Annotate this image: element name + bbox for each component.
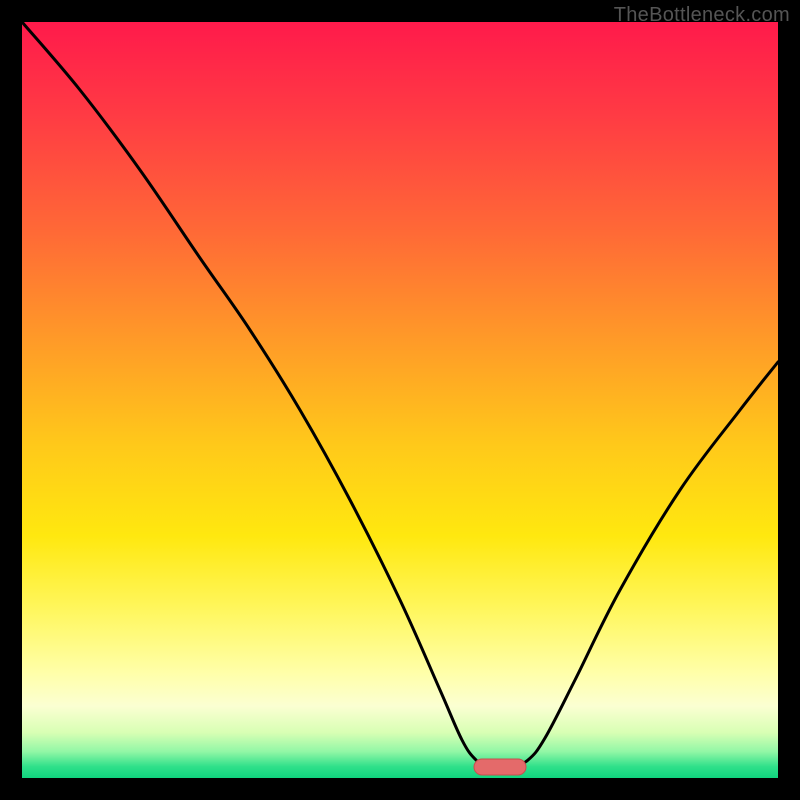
watermark-text: TheBottleneck.com (614, 4, 790, 27)
minimum-marker (474, 759, 526, 775)
plot-background (22, 22, 778, 778)
chart-stage: TheBottleneck.com (0, 0, 800, 800)
chart-svg (0, 0, 800, 800)
